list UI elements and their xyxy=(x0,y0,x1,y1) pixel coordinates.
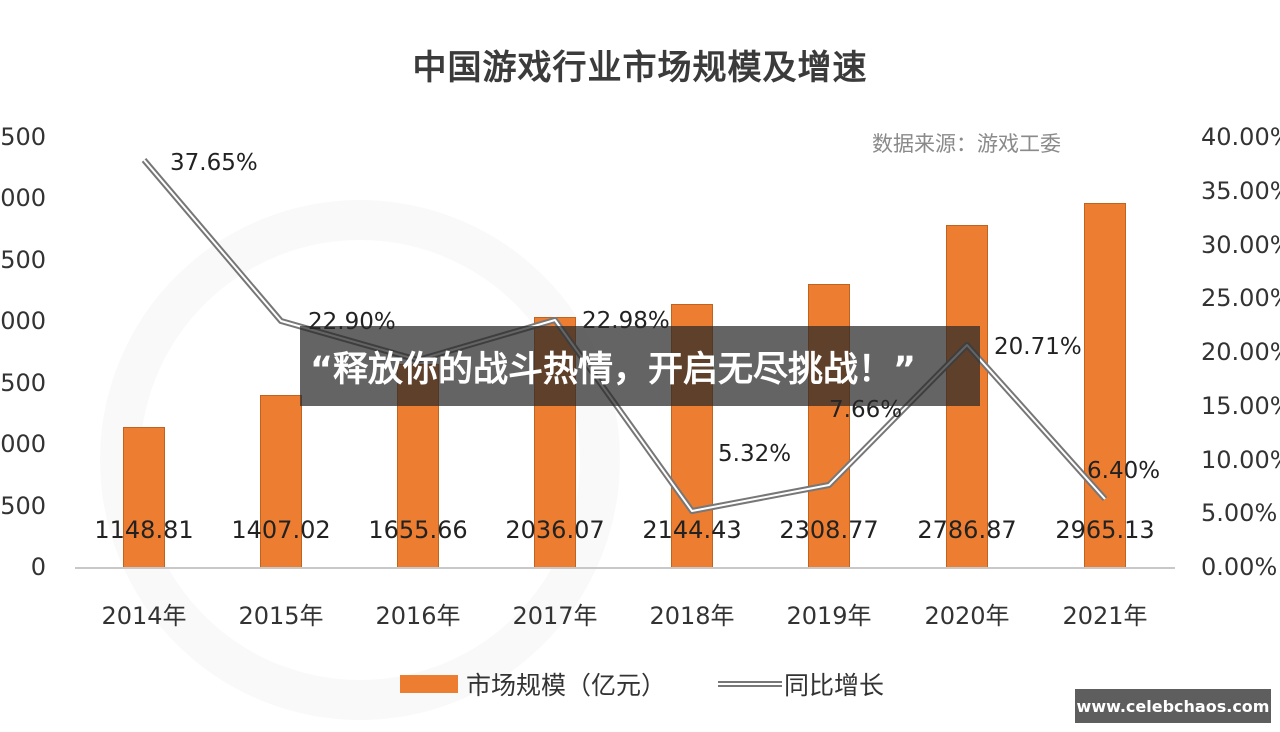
right-axis-tick: 15.00% xyxy=(1201,392,1280,420)
x-axis-label: 2017年 xyxy=(512,602,598,630)
bar-value-label: 2965.13 xyxy=(1055,516,1155,544)
bar-value-label: 1655.66 xyxy=(368,516,468,544)
line-value-label: 37.65% xyxy=(170,150,258,176)
banner-text: “释放你的战斗热情，开启无尽挑战！” xyxy=(310,349,917,390)
right-axis-tick: 35.00% xyxy=(1201,177,1280,205)
right-axis-tick: 10.00% xyxy=(1201,446,1280,474)
left-axis-tick: 500 xyxy=(0,246,46,274)
left-axis-tick: 500 xyxy=(0,369,46,397)
x-axis-label: 2014年 xyxy=(101,602,187,630)
overlay-banner: “释放你的战斗热情，开启无尽挑战！” xyxy=(300,326,980,406)
left-axis-tick: 500 xyxy=(0,492,46,520)
legend-line-label: 同比增长 xyxy=(784,671,885,700)
x-axis-line xyxy=(75,567,1175,569)
bar-legend-swatch-icon xyxy=(400,675,458,693)
chart-title: 中国游戏行业市场规模及增速 xyxy=(412,48,868,88)
data-source-note: 数据来源：游戏工委 xyxy=(872,132,1061,156)
bar-value-label: 1407.02 xyxy=(231,516,331,544)
left-axis-tick: 000 xyxy=(0,184,46,212)
line-legend-swatch-icon xyxy=(718,681,783,687)
right-axis-tick: 40.00% xyxy=(1201,123,1280,151)
bar-2021 xyxy=(1084,203,1126,568)
left-axis-tick: 0 xyxy=(30,553,46,581)
site-watermark: www.celebchaos.com xyxy=(1075,689,1271,723)
right-axis-tick: 25.00% xyxy=(1201,284,1280,312)
x-axis-label: 2018年 xyxy=(649,602,735,630)
left-axis-tick: 500 xyxy=(0,123,46,151)
bar-value-label: 2308.77 xyxy=(779,516,879,544)
line-value-label: 5.32% xyxy=(718,441,792,467)
right-axis-tick: 0.00% xyxy=(1201,553,1278,581)
bar-2015 xyxy=(260,395,302,568)
x-axis-label: 2019年 xyxy=(786,602,872,630)
bar-value-label: 2786.87 xyxy=(917,516,1017,544)
bar-value-label: 2144.43 xyxy=(642,516,742,544)
bar-value-label: 2036.07 xyxy=(505,516,605,544)
right-axis-tick: 30.00% xyxy=(1201,231,1280,259)
left-axis-tick: 000 xyxy=(0,307,46,335)
x-axis-label: 2021年 xyxy=(1062,602,1148,630)
line-value-label: 6.40% xyxy=(1087,458,1161,484)
bar-value-label: 1148.81 xyxy=(94,516,194,544)
line-value-label: 20.71% xyxy=(994,334,1082,360)
bar-2014 xyxy=(123,427,165,568)
left-axis-tick: 000 xyxy=(0,430,46,458)
chart-legend: 市场规模（亿元） 同比增长 xyxy=(400,666,884,702)
x-axis-label: 2016年 xyxy=(375,602,461,630)
x-axis-label: 2015年 xyxy=(238,602,324,630)
right-axis-tick: 20.00% xyxy=(1201,338,1280,366)
legend-bar-label: 市场规模（亿元） xyxy=(466,671,667,700)
x-axis-label: 2020年 xyxy=(924,602,1010,630)
right-axis-tick: 5.00% xyxy=(1201,499,1278,527)
